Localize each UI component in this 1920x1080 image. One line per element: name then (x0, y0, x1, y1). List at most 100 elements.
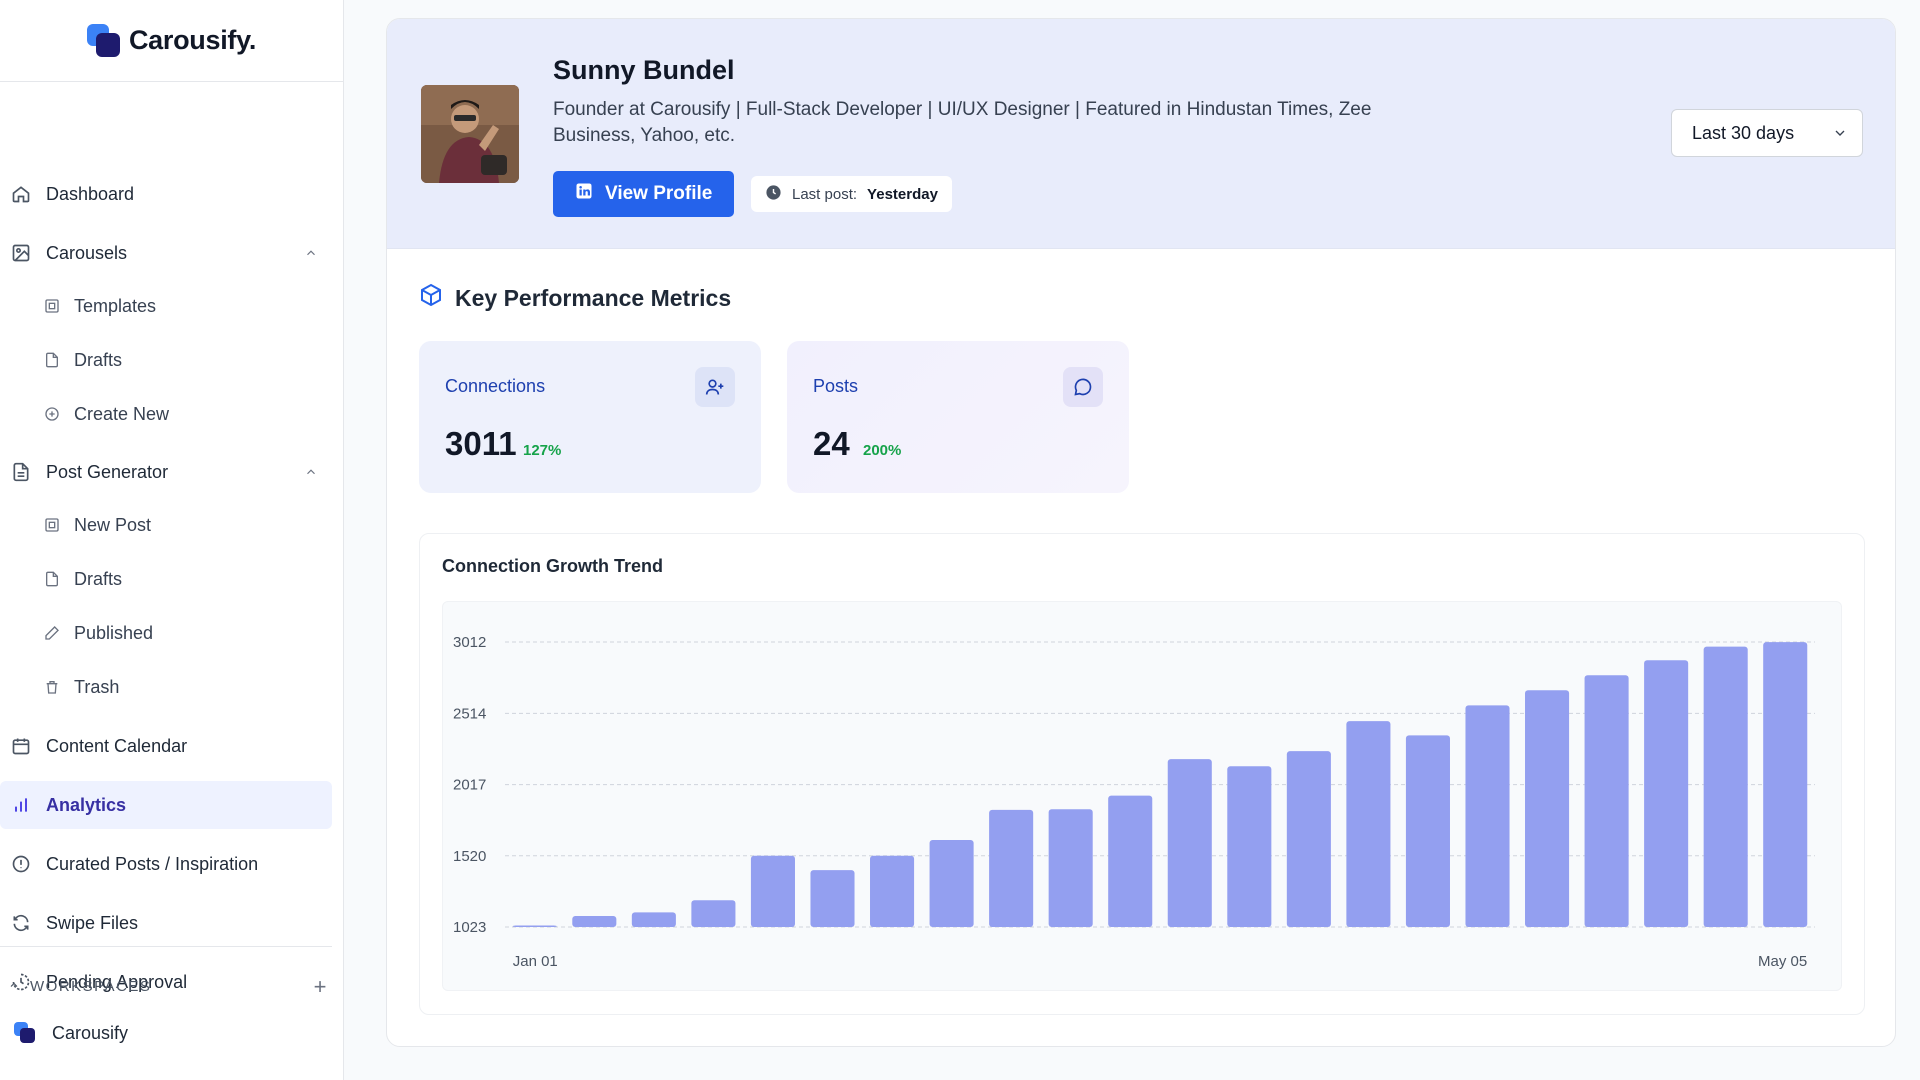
sidebar-subitem-new-post[interactable]: New Post (42, 504, 332, 546)
chart-title: Connection Growth Trend (442, 556, 663, 576)
chart-bar (572, 915, 617, 927)
refresh-icon (10, 912, 32, 934)
sidebar-item-content-calendar[interactable]: Content Calendar (0, 722, 332, 770)
sidebar-subitem-label: Published (74, 622, 154, 643)
alert-circle-icon (10, 853, 32, 875)
template-icon (42, 296, 62, 316)
last-post-value: Yesterday (867, 185, 938, 203)
sidebar-item-label: Dashboard (46, 183, 135, 204)
user-plus-icon (695, 367, 735, 407)
metric-label: Connections (445, 376, 546, 396)
y-tick-label: 3012 (453, 634, 486, 651)
view-profile-label: View Profile (605, 183, 713, 204)
chart-bar (1286, 751, 1331, 927)
chart-bar (750, 855, 795, 927)
workspace-item[interactable]: Carousify (14, 1022, 128, 1044)
metric-value: 3011 (445, 425, 517, 462)
sidebar-item-post-generator[interactable]: Post Generator (0, 448, 332, 496)
sidebar-subitem-label: New Post (74, 514, 152, 535)
metric-label: Posts (813, 376, 859, 396)
chart-bar (989, 809, 1034, 927)
document-icon (10, 461, 32, 483)
carousify-logo-icon (86, 23, 121, 58)
file-icon (42, 569, 62, 589)
chart-bar (631, 912, 676, 927)
sidebar-subitem-label: Templates (74, 295, 157, 316)
sidebar-item-label: Curated Posts / Inspiration (46, 853, 259, 874)
sidebar-item-label: Content Calendar (46, 735, 188, 756)
chart-bar (870, 855, 915, 927)
sidebar-item-swipe-files[interactable]: Swipe Files (0, 899, 332, 947)
sidebar-subitem-drafts[interactable]: Drafts (42, 558, 332, 600)
add-workspace-icon[interactable]: + (313, 974, 328, 999)
chart-bar (512, 925, 557, 927)
app-name: Carousify. (128, 25, 257, 55)
pen-icon (42, 623, 62, 643)
y-tick-label: 1520 (453, 848, 486, 865)
last-post-badge: Last post: Yesterday (751, 176, 952, 212)
view-profile-button[interactable]: View Profile (553, 171, 735, 217)
calendar-icon (10, 735, 32, 757)
sidebar-item-label: Carousels (46, 242, 128, 263)
home-icon (10, 183, 32, 205)
analytics-panel: Sunny Bundel Founder at Carousify | Full… (386, 18, 1896, 1047)
last-post-label: Last post: (792, 185, 858, 203)
divider (0, 946, 332, 947)
sidebar-subitem-label: Create New (74, 403, 170, 424)
chart-bar (929, 840, 974, 927)
chart-bar (1167, 759, 1212, 927)
chart-bar (1703, 646, 1748, 927)
metric-value: 24 (813, 425, 850, 462)
profile-name: Sunny Bundel (553, 55, 735, 85)
y-tick-label: 2514 (453, 705, 486, 722)
sidebar-subitem-label: Trash (74, 676, 120, 697)
chevron-up-icon[interactable] (8, 978, 20, 995)
bar-chart: 1023 1520 2017 2514 3012 Jan 01 May 05 (453, 634, 1815, 970)
workspaces-header: WORKSPACES + (8, 974, 328, 999)
date-range-select[interactable]: Last 30 days (1671, 109, 1863, 157)
sidebar-subitem-published[interactable]: Published (42, 612, 332, 654)
message-circle-icon (1063, 367, 1103, 407)
app-logo[interactable]: Carousify. (0, 0, 343, 82)
sidebar-item-dashboard[interactable]: Dashboard (0, 170, 332, 218)
avatar (421, 85, 519, 183)
image-icon (10, 242, 32, 264)
x-tick-label: Jan 01 (513, 953, 558, 970)
posts-metric-card: Posts 24 200% (787, 341, 1129, 493)
chevron-up-icon[interactable] (304, 244, 318, 265)
y-tick-label: 2017 (453, 777, 486, 794)
file-icon (42, 350, 62, 370)
sidebar-subitem-templates[interactable]: Templates (42, 285, 332, 327)
chart-bar (1465, 705, 1510, 927)
clock-icon (765, 184, 782, 205)
chart-bar (1405, 735, 1450, 927)
chart-bar (1108, 795, 1153, 927)
sidebar-item-label: Post Generator (46, 461, 169, 482)
chart-bar (1644, 660, 1689, 927)
template-icon (42, 515, 62, 535)
metrics-title: Key Performance Metrics (455, 284, 732, 311)
sidebar-item-label: Analytics (46, 794, 127, 815)
sidebar-item-carousels[interactable]: Carousels (0, 229, 332, 277)
sidebar-subitem-label: Drafts (74, 568, 123, 589)
chart-bar (1763, 642, 1808, 927)
sidebar-item-pending-approval[interactable]: Pending Approval (0, 958, 332, 1006)
sidebar: Carousify. Dashboard Carousels Templates… (0, 0, 344, 1080)
sidebar-subitem-drafts[interactable]: Drafts (42, 339, 332, 381)
chevron-up-icon[interactable] (304, 463, 318, 484)
sidebar-item-analytics[interactable]: Analytics (0, 781, 332, 829)
sidebar-item-curated-posts[interactable]: Curated Posts / Inspiration (0, 840, 332, 888)
connection-growth-chart-card: Connection Growth Trend 1023 1520 2017 2514… (419, 533, 1865, 1015)
sidebar-subitem-trash[interactable]: Trash (42, 666, 332, 708)
sidebar-item-label: Swipe Files (46, 912, 139, 933)
chart-bar (1227, 766, 1272, 927)
connections-metric-card: Connections 3011 127% (419, 341, 761, 493)
sidebar-subitem-create-new[interactable]: Create New (42, 393, 332, 435)
trash-icon (42, 677, 62, 697)
cube-icon (419, 283, 443, 313)
x-tick-label: May 05 (1758, 953, 1807, 970)
chart-bar (1584, 675, 1629, 927)
clock-dashed-icon (10, 971, 32, 993)
bar-chart-icon (10, 794, 32, 816)
chevron-down-icon (1832, 125, 1848, 146)
